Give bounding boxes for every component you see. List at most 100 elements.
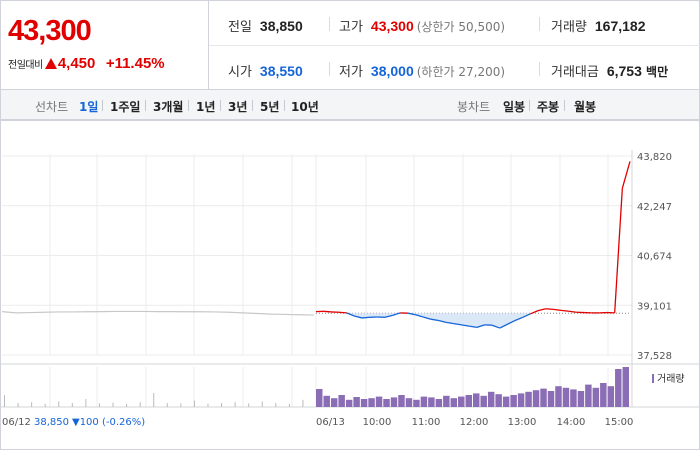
stat-amount: 거래대금 6,753 백만	[551, 61, 668, 80]
range-10y[interactable]: 10년	[291, 100, 319, 114]
change-label: 전일대비	[8, 60, 43, 71]
stat-value: 43,300	[370, 18, 414, 34]
current-price: 43,300	[8, 15, 92, 47]
chart-svg: 43,820 42,247 40,674 39,101 37,528 거래량 06/12 38…	[0, 120, 700, 450]
up-triangle-icon	[44, 58, 57, 69]
amount-unit: 백만	[646, 65, 669, 79]
upper-limit: (상한가 50,500)	[416, 20, 506, 34]
prev-day-volume-bar	[153, 393, 155, 407]
prev-day-volume-bar	[193, 400, 195, 407]
divider	[145, 100, 146, 111]
range-1d[interactable]: 1일	[79, 100, 99, 114]
divider	[329, 17, 330, 31]
volume-bar	[600, 383, 607, 407]
stat-label: 거래량	[551, 20, 587, 35]
price-chart: 43,820 42,247 40,674 39,101 37,528 거래량 06/12 38…	[0, 120, 700, 450]
today-price-segment	[392, 312, 401, 317]
prev-day-volume-bar	[85, 399, 87, 407]
volume-bar	[390, 397, 398, 407]
change-amount: 4,450	[57, 55, 96, 72]
range-3m[interactable]: 3개월	[153, 100, 184, 114]
volume-bar	[323, 395, 330, 407]
prev-day-volume-bar	[98, 403, 100, 407]
prev-day-volume-bar	[248, 403, 250, 407]
divider	[529, 100, 530, 111]
prev-day-volume-bar	[261, 401, 263, 407]
candle-monthly[interactable]: 월봉	[574, 100, 597, 114]
prev-day-volume-bar	[17, 403, 19, 407]
today-price-segment	[354, 315, 363, 319]
volume-bar	[330, 398, 338, 407]
volume-bar	[353, 397, 360, 407]
volume-bar	[398, 395, 405, 407]
prev-day-volume-bar	[207, 403, 209, 407]
today-price-segment	[545, 308, 554, 311]
volume-legend-label: 거래량	[657, 373, 685, 385]
prev-day-volume-bar	[302, 399, 304, 407]
lower-limit: (하한가 27,200)	[416, 65, 506, 79]
volume-bar	[383, 399, 390, 407]
stat-value: 38,550	[259, 63, 303, 79]
below-prev-close-area	[346, 313, 539, 329]
volume-bar	[495, 394, 502, 407]
y-tick-label: 39,101	[637, 301, 672, 312]
candle-weekly[interactable]: 주봉	[537, 100, 560, 114]
divider	[539, 17, 540, 31]
today-price-segment	[430, 318, 439, 322]
today-price-segment	[361, 316, 370, 319]
volume-bar	[428, 397, 435, 407]
volume-bar	[592, 387, 600, 407]
volume-bar	[547, 391, 555, 407]
today-price-segment	[614, 188, 623, 313]
volume-bar	[405, 398, 413, 407]
x-tick-label: 06/13	[316, 417, 345, 428]
x-tick-label: 12:00	[460, 417, 489, 428]
volume-legend-swatch	[652, 374, 654, 383]
today-price-segment	[323, 310, 332, 313]
volume-bar	[480, 395, 487, 407]
y-tick-label: 37,528	[637, 351, 672, 362]
line-chart-tab[interactable]: 선차트	[35, 100, 69, 114]
stat-value: 38,850	[259, 18, 303, 34]
volume-bar	[525, 391, 532, 407]
prev-day-price-line	[1, 310, 315, 316]
candle-daily[interactable]: 일봉	[503, 100, 526, 114]
today-price-segment	[453, 322, 462, 326]
volume-bar	[338, 395, 345, 407]
prev-change-label: ▼100 (-0.26%)	[72, 417, 145, 428]
range-1w[interactable]: 1주일	[110, 100, 141, 114]
prev-day-volume-bar	[71, 403, 73, 407]
stat-label: 전일	[228, 20, 252, 35]
volume-bar	[473, 393, 480, 407]
stat-low: 저가 38,000 (하한가 27,200)	[339, 61, 505, 80]
prev-day-volume-bar	[180, 403, 182, 407]
range-5y[interactable]: 5년	[260, 100, 280, 114]
today-price-segment	[522, 313, 531, 318]
volume-bar	[502, 396, 510, 407]
volume-bar	[532, 390, 540, 407]
today-price-segment	[346, 312, 355, 317]
volume-bar	[443, 395, 450, 407]
stat-label: 고가	[339, 20, 363, 35]
prev-day-volume-bar	[112, 402, 114, 407]
today-price-segment	[560, 309, 569, 312]
x-tick-label: 11:00	[412, 417, 441, 428]
today-price-segment	[537, 308, 546, 312]
stat-value: 38,000	[370, 63, 414, 79]
volume-bar	[368, 398, 375, 407]
candle-chart-tab[interactable]: 봉차트	[457, 100, 491, 114]
quote-header: 43,300 전일대비 4,450 +11.45% 전일 38,850 고가 43,3…	[0, 0, 700, 89]
price-change: 전일대비 4,450 +11.45%	[8, 55, 165, 72]
divider	[539, 62, 540, 76]
range-3y[interactable]: 3년	[228, 100, 248, 114]
range-1y[interactable]: 1년	[196, 100, 216, 114]
today-price-segment	[415, 314, 424, 318]
volume-bar	[615, 369, 622, 407]
divider	[188, 100, 189, 111]
today-price-segment	[438, 319, 447, 323]
volume-bar	[487, 391, 495, 407]
prev-day-volume-bar	[58, 401, 60, 407]
divider	[284, 100, 285, 111]
today-price-segment	[476, 324, 485, 329]
volume-bar	[585, 384, 592, 407]
